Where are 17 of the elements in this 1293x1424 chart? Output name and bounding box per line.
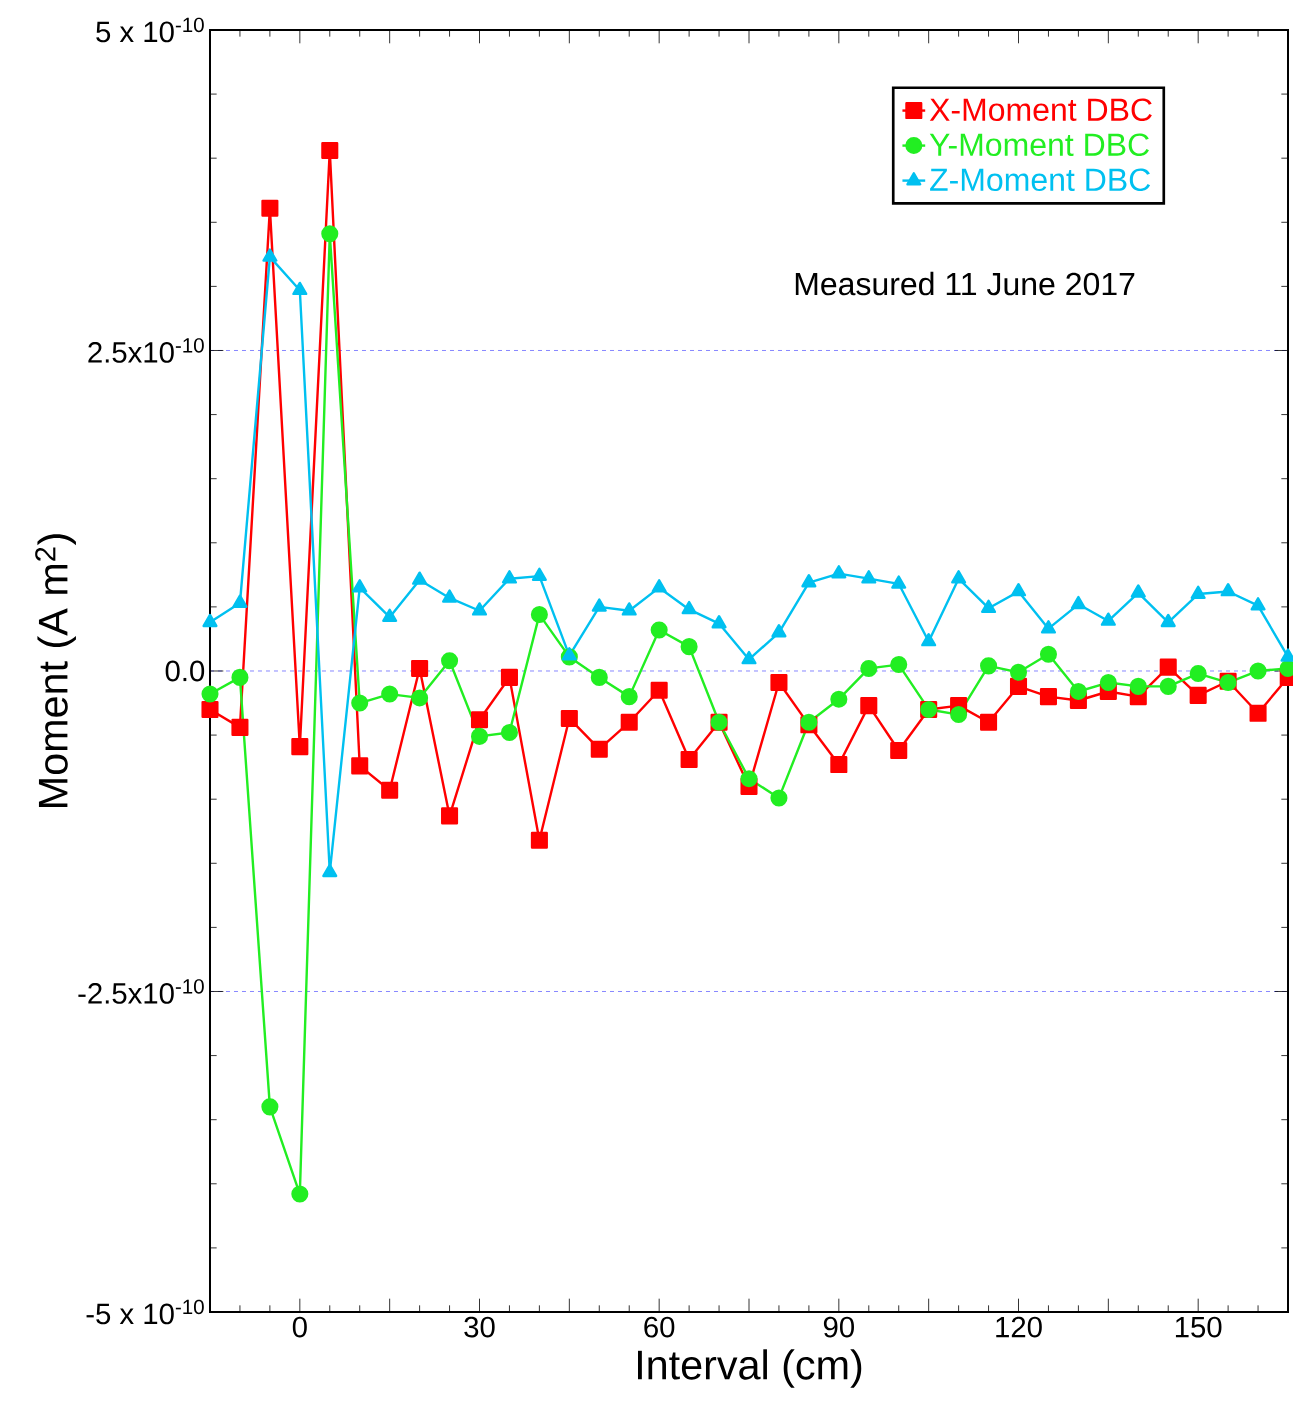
y-tick-label: 0.0 xyxy=(165,660,205,682)
legend-label: Z-Moment DBC xyxy=(930,168,1151,192)
y-axis-title: Moment (A m$^{2}$) xyxy=(35,534,76,807)
x-tick-label: 30 xyxy=(464,1316,495,1338)
x-tick-label: 120 xyxy=(996,1316,1042,1338)
y-tick-label: 2.5x10$^{-10}$ xyxy=(88,338,204,363)
x-tick-label: 60 xyxy=(644,1316,675,1338)
x-axis-title: Interval (cm) xyxy=(637,1349,862,1388)
x-tick-label: 90 xyxy=(823,1316,854,1338)
x-tick-label: 150 xyxy=(1175,1316,1222,1338)
y-tick-label: -5 x 10$^{-10}$ xyxy=(86,1299,204,1325)
legend-label: Y-Moment DBC xyxy=(929,133,1149,157)
y-tick-label: -2.5x10$^{-10}$ xyxy=(78,979,204,1004)
legend-label: X-Moment DBC xyxy=(929,98,1152,122)
y-tick-label: 5 x 10$^{-10}$ xyxy=(96,17,204,43)
annotation: Measured 11 June 2017 xyxy=(795,271,1135,296)
x-tick-label: 0 xyxy=(292,1316,307,1338)
